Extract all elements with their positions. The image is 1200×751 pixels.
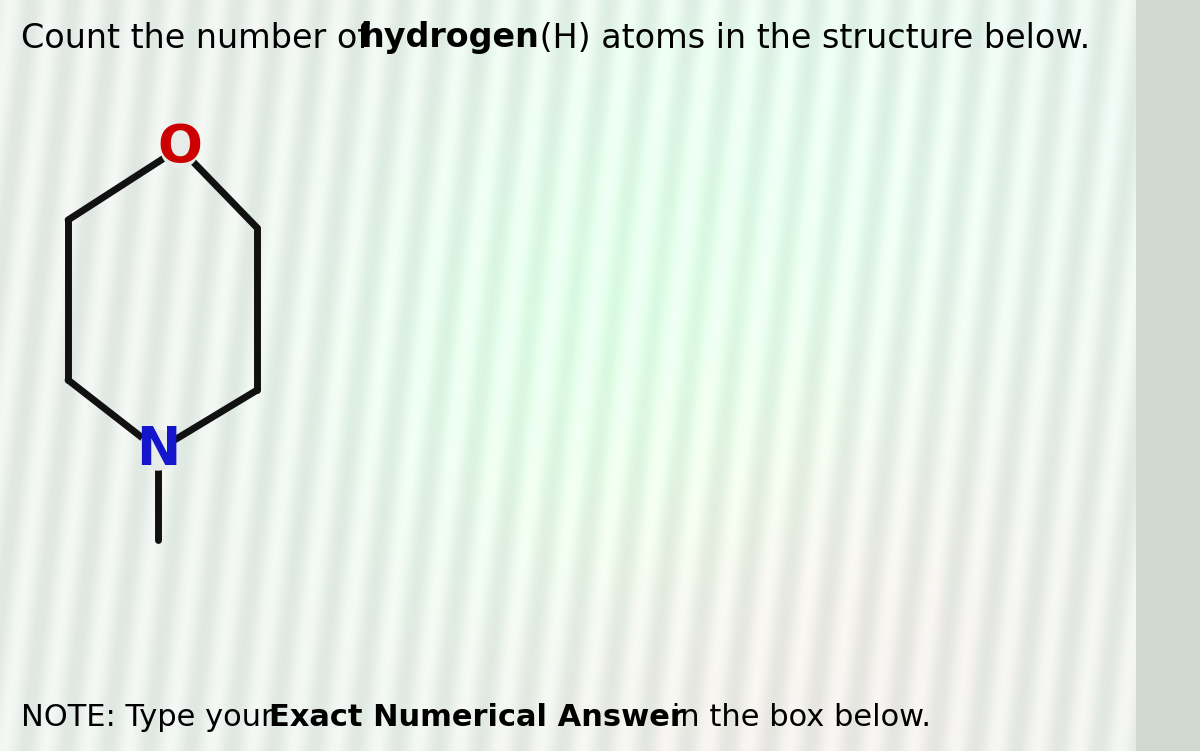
Circle shape bbox=[139, 430, 176, 470]
Text: hydrogen: hydrogen bbox=[360, 22, 539, 55]
Text: in the box below.: in the box below. bbox=[662, 704, 931, 732]
Text: NOTE: Type your: NOTE: Type your bbox=[20, 704, 283, 732]
Text: N: N bbox=[136, 424, 180, 476]
Circle shape bbox=[161, 128, 199, 168]
Text: O: O bbox=[157, 122, 202, 174]
Text: (H) atoms in the structure below.: (H) atoms in the structure below. bbox=[529, 22, 1091, 55]
Circle shape bbox=[163, 130, 197, 166]
Text: Exact Numerical Answer: Exact Numerical Answer bbox=[269, 704, 685, 732]
Text: Count the number of: Count the number of bbox=[20, 22, 379, 55]
